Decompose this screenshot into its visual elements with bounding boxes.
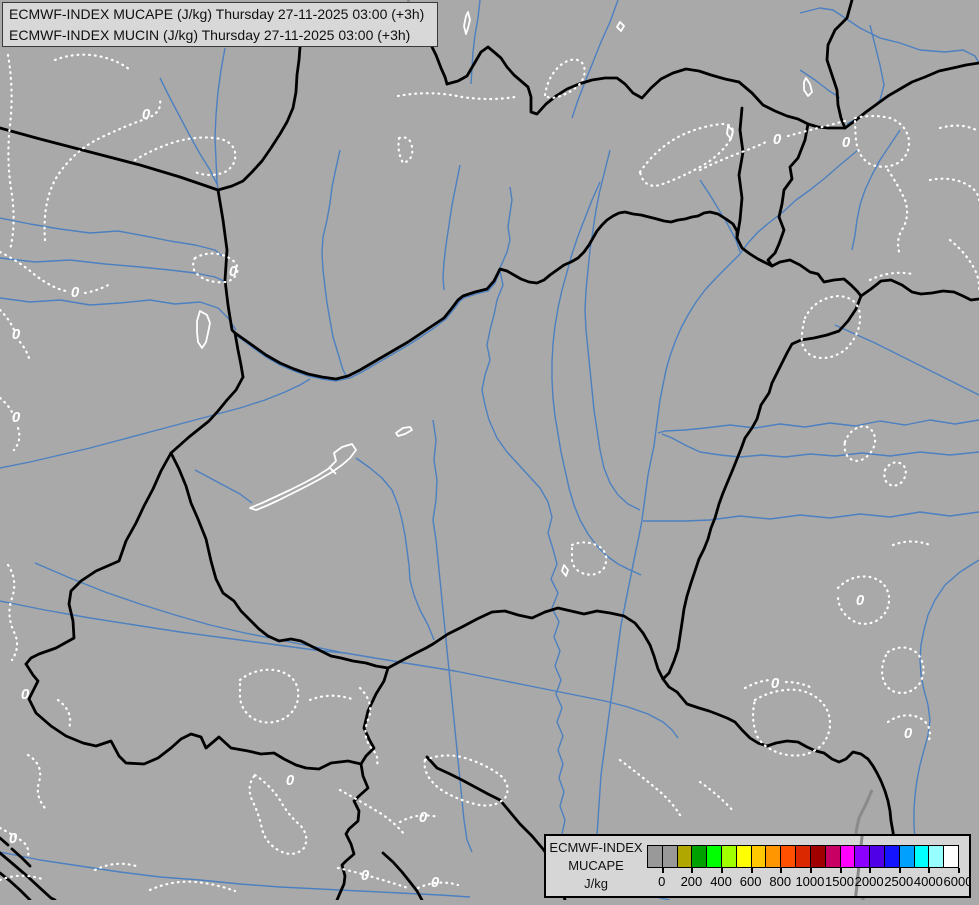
scale-cell [824,845,841,868]
scale-tick-label: 2000 [854,874,884,889]
contour-zero-label: 0 [229,263,238,280]
contour-zero-label: 0 [431,874,440,891]
contour-zero-label: 0 [71,284,80,301]
scale-cell [691,845,708,868]
scale-tick [721,868,724,873]
scale-tick [691,868,694,873]
scale-cell [854,845,871,868]
title-bar: ECMWF-INDEX MUCAPE (J/kg) Thursday 27-11… [2,2,438,47]
scale-tick [839,868,842,873]
scale-tick [898,868,901,873]
scale-cell [661,845,678,868]
legend-title-line1: ECMWF-INDEX [549,840,643,855]
color-scale [647,845,959,868]
lakes-layer [196,11,813,577]
contour-zero-label: 0 [12,326,21,343]
contour-zero-label: 0 [842,134,851,151]
scale-cell [780,845,797,868]
scale-tick [958,868,960,873]
legend-unit: J/kg [584,876,608,891]
scale-cell [647,845,663,868]
scale-tick [809,868,812,873]
scale-tick [750,868,753,873]
scale-tick-label: 600 [739,874,762,889]
scale-tick [661,868,664,873]
contour-zero-label: 0 [142,106,151,123]
legend-box: ECMWF-INDEX MUCAPE J/kg 0 200 400 600 800 100… [544,834,971,898]
contour-zero-label: 0 [773,131,782,148]
scale-tick-label: 2500 [884,874,914,889]
scale-tick-label: 800 [769,874,792,889]
contour-zero-label: 0 [856,592,865,609]
map-title-mucin: ECMWF-INDEX MUCIN (J/kg) Thursday 27-11-… [9,27,411,43]
contour-zero-label: 0 [361,867,370,884]
scale-tick [780,868,783,873]
contour-zero-label: 0 [904,725,913,742]
scale-tick [928,868,931,873]
contours-layer [0,53,979,893]
scale-tick-label: 4000 [913,874,943,889]
scale-cell [809,845,826,868]
scale-cell [706,845,723,868]
contour-zero-label: 0 [21,686,30,703]
scale-cell [913,845,930,868]
scale-tick-label: 400 [710,874,732,889]
scale-cell [735,845,752,868]
scale-tick [869,868,872,873]
map-title-mucape: ECMWF-INDEX MUCAPE (J/kg) Thursday 27-11… [9,6,425,22]
contour-zero-label: 0 [771,675,780,692]
contour-labels-layer: 0 0 0 0 0 0 0 0 0 0 0 0 0 0 0 0 [9,106,913,891]
scale-cell [765,845,782,868]
scale-tick-label: 1500 [825,874,854,889]
contour-zero-label: 0 [12,409,21,426]
contour-zero-label: 0 [419,809,428,826]
scale-tick-label: 1000 [795,874,825,889]
scale-cell [898,845,915,868]
scale-cell [795,845,811,868]
scale-cell [839,845,856,868]
scale-tick-label: 6000 [943,874,971,889]
scale-cell [883,845,900,868]
scale-cell [676,845,693,868]
scale-cell [928,845,945,868]
contour-zero-label: 0 [286,772,295,789]
scale-cell [750,845,767,868]
scale-cell [869,845,885,868]
scale-tick-label: 200 [680,874,703,889]
legend-title: ECMWF-INDEX MUCAPE J/kg [546,839,646,893]
legend-title-line2: MUCAPE [568,858,624,873]
contour-zero-label: 0 [9,830,18,847]
scale-tick-label: 0 [658,874,666,889]
scale-cell [943,845,959,868]
scale-cell [721,845,737,868]
